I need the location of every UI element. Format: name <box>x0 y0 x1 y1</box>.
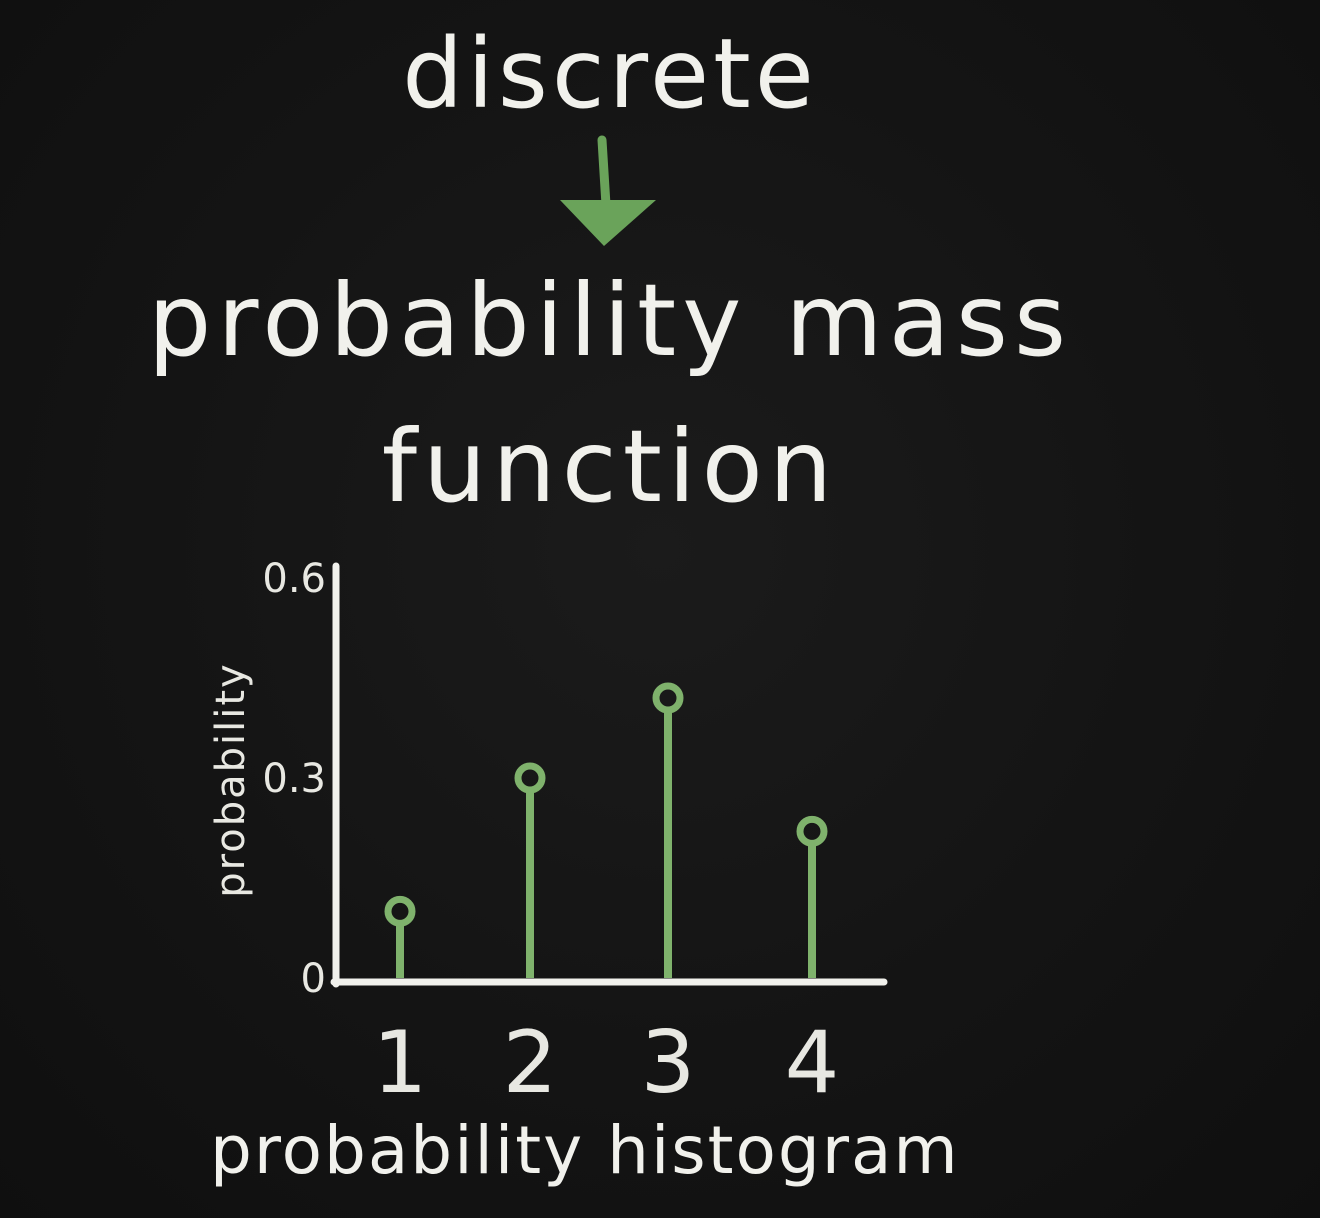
y-axis-label: probability <box>208 662 254 897</box>
y-tick-label-0.6: 0.6 <box>262 556 326 602</box>
stem-marker-2 <box>514 762 546 794</box>
x-tick-label-1: 1 <box>373 1013 428 1113</box>
x-tick-label-4: 4 <box>785 1013 840 1113</box>
y-tick-label-0.3: 0.3 <box>262 756 326 802</box>
stem-marker-4 <box>796 815 828 847</box>
caption-probability-histogram: probability histogram <box>210 1112 960 1189</box>
y-tick-labels: 0 0.3 0.6 <box>262 556 326 1002</box>
down-arrow-icon <box>560 135 656 246</box>
x-tick-label-2: 2 <box>503 1013 558 1113</box>
stem-marker-3 <box>652 682 684 714</box>
heading-probability-mass: probability mass <box>147 262 1073 379</box>
heading-discrete: discrete <box>402 18 818 130</box>
stem-marker-1 <box>384 895 416 927</box>
y-tick-label-0: 0 <box>301 956 326 1002</box>
x-tick-label-3: 3 <box>641 1013 696 1113</box>
heading-function: function <box>381 408 839 525</box>
stem-series <box>384 682 828 978</box>
